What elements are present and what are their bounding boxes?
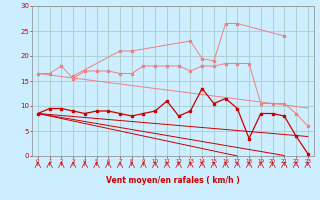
X-axis label: Vent moyen/en rafales ( km/h ): Vent moyen/en rafales ( km/h ) — [106, 176, 240, 185]
